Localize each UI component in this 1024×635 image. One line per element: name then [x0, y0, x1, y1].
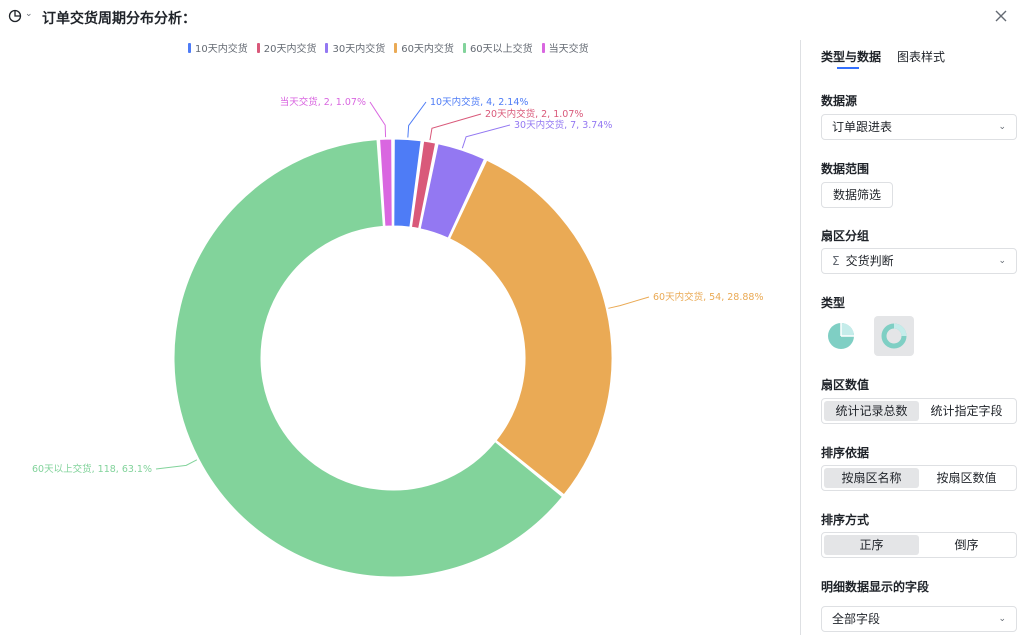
- leader-line: [155, 459, 198, 470]
- legend-item[interactable]: 30天内交货: [325, 40, 385, 55]
- header: ⌄ 订单交货周期分布分析：: [0, 0, 1024, 34]
- chevron-down-icon[interactable]: ⌄: [25, 9, 33, 19]
- chevron-down-icon: ⌄: [998, 614, 1006, 624]
- legend-swatch: [256, 42, 260, 53]
- data-range-label: 数据范围: [821, 162, 870, 176]
- pie-chart-icon: [828, 323, 854, 349]
- count-field-option[interactable]: 统计指定字段: [930, 404, 1003, 418]
- donut-chart-icon: [881, 323, 907, 349]
- count-records-option[interactable]: 统计记录总数: [824, 401, 919, 421]
- group-select[interactable]: Σ 交货判断 ⌄: [821, 248, 1017, 274]
- chevron-down-icon: ⌄: [998, 256, 1006, 266]
- donut-slice[interactable]: [410, 140, 437, 230]
- slice-data-label: 20天内交货, 2, 1.07%: [485, 108, 583, 120]
- sort-by-name-option[interactable]: 按扇区名称: [824, 468, 919, 488]
- leader-line: [429, 113, 482, 141]
- donut-chart: 10天内交货, 4, 2.14%20天内交货, 2, 1.07%30天内交货, …: [32, 96, 763, 578]
- legend-swatch: [462, 42, 466, 53]
- legend-label: 30天内交货: [332, 44, 386, 55]
- legend-label: 20天内交货: [263, 44, 317, 55]
- leader-line: [608, 296, 650, 309]
- descending-option[interactable]: 倒序: [954, 538, 979, 552]
- sort-by-segmented: 按扇区名称 按扇区数值: [821, 465, 1017, 491]
- legend-item[interactable]: 20天内交货: [256, 40, 317, 55]
- donut-slice[interactable]: [379, 138, 393, 227]
- slice-data-label: 60天内交货, 54, 28.88%: [653, 291, 763, 303]
- donut-type-option[interactable]: [874, 316, 914, 356]
- donut-slice[interactable]: [173, 139, 564, 578]
- leader-line: [461, 124, 511, 149]
- active-tab-indicator: [837, 67, 859, 69]
- fields-value: 全部字段: [832, 612, 881, 626]
- donut-slice[interactable]: [393, 138, 422, 228]
- leader-line: [369, 101, 387, 138]
- sigma-icon: Σ: [832, 254, 840, 268]
- ascending-option[interactable]: 正序: [824, 535, 919, 555]
- slice-data-label: 10天内交货, 4, 2.14%: [430, 96, 528, 108]
- chart-legend: 10天内交货 20天内交货 30天内交货 60天内交货 60天以上交货 当天交货: [188, 40, 589, 55]
- fields-label: 明细数据显示的字段: [821, 580, 930, 594]
- pie-type-option[interactable]: [821, 316, 861, 356]
- group-value: 交货判断: [845, 254, 894, 268]
- legend-swatch: [325, 42, 329, 53]
- data-source-label: 数据源: [821, 94, 858, 108]
- legend-label: 60天以上交货: [469, 44, 533, 55]
- sort-by-value-option[interactable]: 按扇区数值: [936, 471, 997, 485]
- legend-item[interactable]: 60天内交货: [394, 40, 454, 55]
- data-filter-button[interactable]: 数据筛选: [821, 182, 894, 208]
- legend-swatch: [541, 42, 545, 53]
- slice-data-label: 当天交货, 2, 1.07%: [280, 96, 366, 108]
- sort-by-label: 排序依据: [821, 446, 870, 460]
- legend-item[interactable]: 10天内交货: [188, 40, 248, 55]
- legend-swatch: [394, 42, 398, 53]
- group-label: 扇区分组: [821, 229, 870, 243]
- leader-line: [407, 101, 427, 138]
- tab-type-and-data[interactable]: 类型与数据: [821, 50, 882, 64]
- data-source-value: 订单跟进表: [832, 120, 893, 134]
- chart-area: 10天内交货 20天内交货 30天内交货 60天内交货 60天以上交货 当天交货 10天内…: [0, 34, 800, 635]
- page-title: 订单交货周期分布分析：: [42, 11, 196, 27]
- legend-label: 当天交货: [548, 44, 589, 55]
- tab-chart-style[interactable]: 图表样式: [897, 50, 946, 64]
- value-label: 扇区数值: [821, 378, 870, 392]
- close-icon[interactable]: [992, 7, 1010, 25]
- sort-order-label: 排序方式: [821, 513, 870, 527]
- legend-label: 60天内交货: [401, 44, 454, 55]
- slice-data-label: 30天内交货, 7, 3.74%: [514, 119, 612, 131]
- sort-order-segmented: 正序 倒序: [821, 532, 1017, 558]
- slice-data-label: 60天以上交货, 118, 63.1%: [32, 463, 152, 475]
- legend-item[interactable]: 当天交货: [541, 40, 589, 55]
- fields-select[interactable]: 全部字段 ⌄: [821, 606, 1017, 632]
- type-label: 类型: [821, 296, 846, 310]
- panel-tabs: 类型与数据 图表样式: [821, 48, 945, 71]
- value-segmented: 统计记录总数 统计指定字段: [821, 398, 1017, 424]
- donut-slice[interactable]: [448, 159, 613, 496]
- chevron-down-icon: ⌄: [998, 122, 1006, 132]
- legend-label: 10天内交货: [195, 44, 248, 55]
- legend-item[interactable]: 60天以上交货: [462, 40, 533, 55]
- donut-slice[interactable]: [419, 143, 486, 239]
- data-source-select[interactable]: 订单跟进表 ⌄: [821, 114, 1017, 140]
- legend-swatch: [188, 42, 191, 53]
- chart-type-icon[interactable]: [8, 9, 22, 23]
